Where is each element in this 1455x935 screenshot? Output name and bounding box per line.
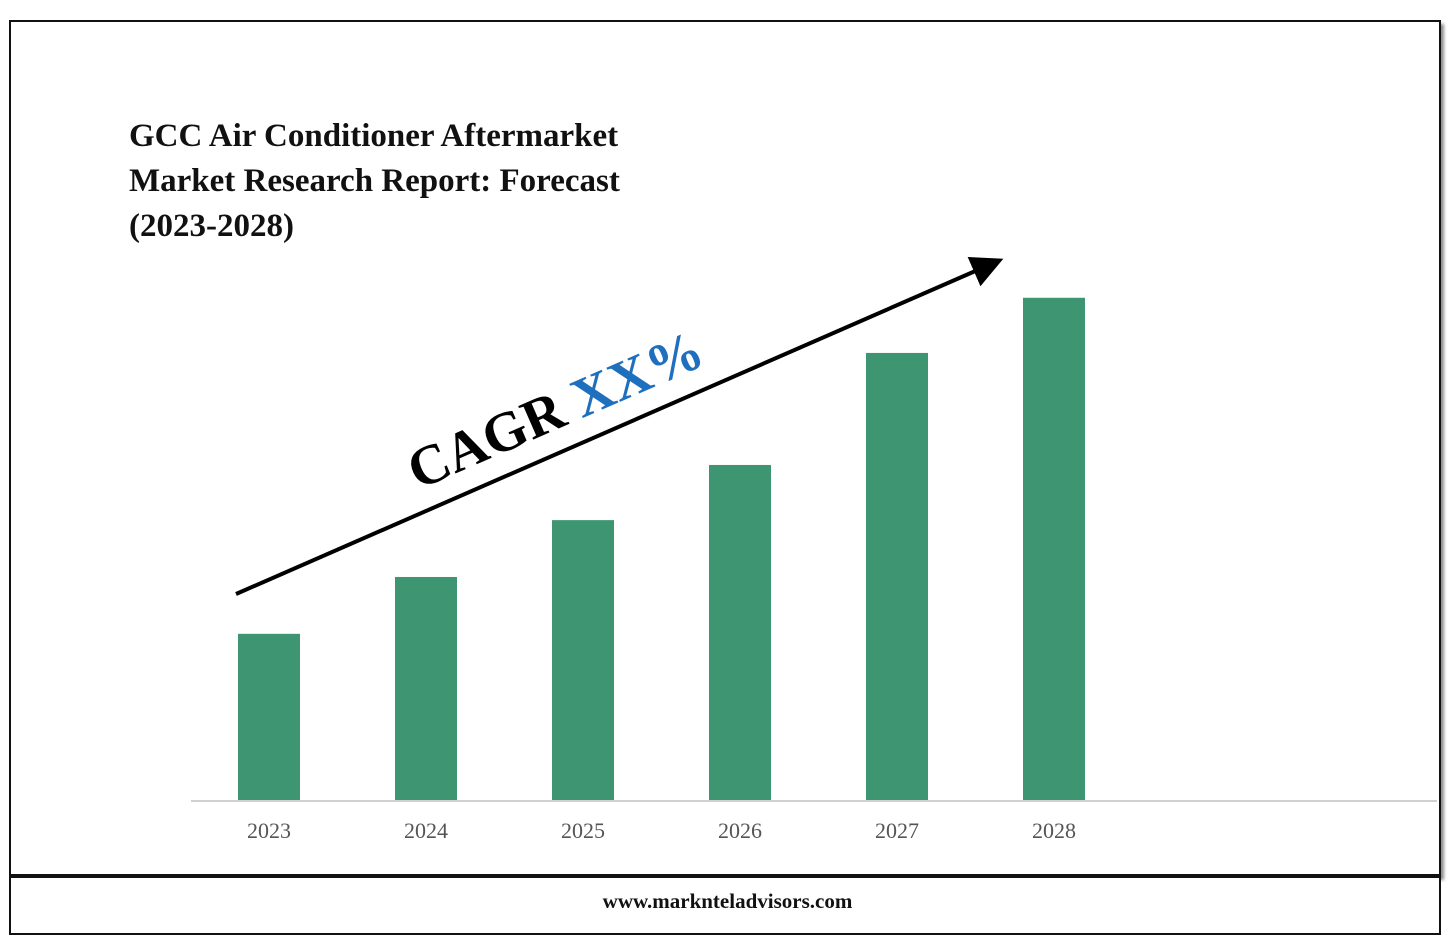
- tick-label-2024: 2024: [404, 818, 448, 843]
- bar-2027: [866, 352, 928, 801]
- tick-label-2026: 2026: [718, 818, 762, 843]
- bar-2025: [552, 520, 614, 801]
- chart-title: GCC Air Conditioner Aftermarket Market R…: [129, 114, 729, 249]
- tick-label-2027: 2027: [875, 818, 919, 843]
- title-line-3: (2023-2028): [129, 208, 294, 244]
- tick-label-2025: 2025: [561, 818, 605, 843]
- footer-box: [9, 876, 1441, 935]
- bar-2028: [1023, 297, 1085, 801]
- bar-group: [238, 297, 1085, 801]
- footer-website: www.marknteladvisors.com: [602, 889, 853, 913]
- title-line-2: Market Research Report: Forecast: [129, 163, 620, 199]
- bar-2024: [395, 576, 457, 801]
- cagr-annotation: CAGRXX%: [398, 319, 712, 502]
- cagr-value: XX%: [562, 319, 712, 431]
- tick-label-2028: 2028: [1032, 818, 1076, 843]
- title-line-1: GCC Air Conditioner Aftermarket: [129, 118, 619, 154]
- bar-2026: [709, 464, 771, 801]
- tick-label-2023: 2023: [247, 818, 291, 843]
- trend-arrow: [235, 256, 1004, 596]
- x-tick-labels: 2023 2024 2025 2026 2027 2028: [247, 818, 1076, 843]
- bar-2023: [238, 633, 300, 801]
